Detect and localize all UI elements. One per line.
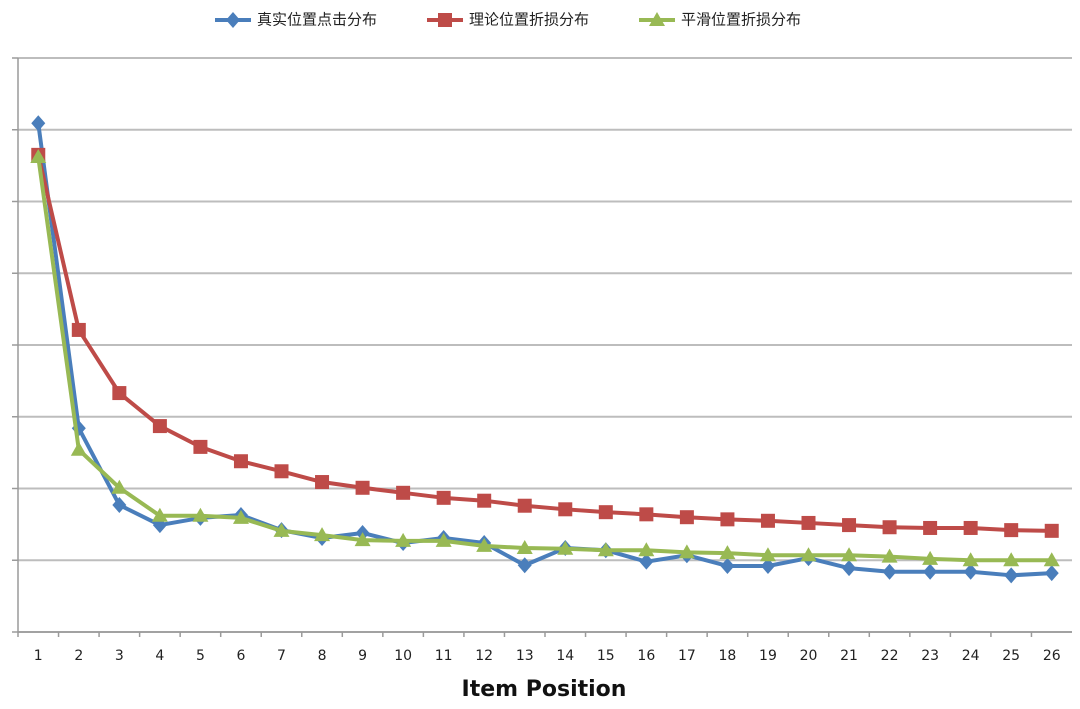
data-point (1003, 552, 1020, 567)
x-tick-label: 13 (516, 648, 534, 664)
x-axis-title: Item Position (462, 677, 627, 702)
data-point (30, 149, 47, 164)
data-point (435, 532, 452, 547)
data-point (597, 542, 614, 557)
data-point (315, 475, 330, 490)
x-tick-label: 9 (358, 648, 367, 664)
x-tick-label: 11 (435, 648, 453, 664)
data-point (1044, 565, 1059, 582)
data-point (882, 520, 897, 535)
data-point (678, 544, 695, 559)
data-point (842, 518, 857, 533)
data-point (273, 522, 290, 537)
data-point (760, 513, 775, 528)
data-point (516, 540, 533, 555)
data-point (638, 542, 655, 557)
data-point (1004, 567, 1019, 584)
x-tick-label: 23 (921, 648, 939, 664)
data-point (558, 502, 573, 517)
x-tick-label: 15 (597, 648, 615, 664)
data-point (557, 540, 574, 555)
legend-label: 理论位置折损分布 (469, 11, 589, 29)
data-point (720, 557, 735, 574)
data-point (31, 115, 46, 132)
data-point (842, 560, 857, 577)
data-point (760, 557, 775, 574)
x-tick-label: 18 (719, 648, 737, 664)
x-tick-label: 8 (318, 648, 327, 664)
data-point (517, 557, 532, 574)
data-point (517, 498, 532, 513)
x-tick-label: 5 (196, 648, 205, 664)
legend-label: 真实位置点击分布 (257, 11, 377, 29)
legend-marker (438, 13, 452, 27)
x-tick-label: 24 (962, 648, 980, 664)
x-tick-label: 19 (759, 648, 777, 664)
data-point (881, 548, 898, 563)
data-point (232, 509, 249, 524)
data-point (963, 563, 978, 580)
x-tick-label: 26 (1043, 648, 1061, 664)
data-point (801, 515, 816, 530)
data-point (354, 532, 371, 547)
data-point (922, 550, 939, 565)
data-point (882, 563, 897, 580)
data-point (923, 563, 938, 580)
x-tick-label: 2 (74, 648, 83, 664)
series-line (36, 156, 1052, 563)
data-point (598, 505, 613, 520)
data-point (436, 490, 451, 505)
data-point (112, 497, 127, 514)
data-point (193, 439, 208, 454)
x-tick-label: 14 (556, 648, 574, 664)
data-point (639, 553, 654, 570)
data-point (314, 527, 331, 542)
x-tick-label: 16 (637, 648, 655, 664)
data-point (639, 507, 654, 522)
data-point (1004, 523, 1019, 538)
data-point (963, 520, 978, 535)
legend-marker (226, 12, 240, 28)
x-tick-label: 12 (475, 648, 493, 664)
data-point (759, 547, 776, 562)
data-point (192, 507, 209, 522)
x-tick-label: 3 (115, 648, 124, 664)
data-point (679, 510, 694, 525)
x-tick-label: 4 (155, 648, 164, 664)
data-point (274, 464, 289, 479)
data-point (111, 479, 128, 494)
data-point (477, 493, 492, 508)
series-line (36, 154, 1052, 533)
x-tick-label: 7 (277, 648, 286, 664)
data-point (923, 520, 938, 535)
data-point (70, 441, 87, 456)
x-tick-label: 17 (678, 648, 696, 664)
legend-label: 平滑位置折损分布 (681, 11, 801, 29)
data-point (841, 547, 858, 562)
data-point (719, 545, 736, 560)
data-point (233, 454, 248, 469)
data-point (1044, 523, 1059, 538)
data-point (355, 480, 370, 495)
x-tick-label: 20 (800, 648, 818, 664)
data-point (800, 547, 817, 562)
data-point (151, 507, 168, 522)
x-tick-label: 22 (881, 648, 899, 664)
data-point (152, 419, 167, 434)
data-point (962, 552, 979, 567)
data-point (476, 537, 493, 552)
data-point (1043, 552, 1060, 567)
data-point (396, 485, 411, 500)
x-tick-label: 25 (1002, 648, 1020, 664)
data-point (112, 386, 127, 401)
x-tick-label: 6 (237, 648, 246, 664)
data-point (395, 532, 412, 547)
data-point (71, 322, 86, 337)
x-tick-label: 21 (840, 648, 858, 664)
legend-marker (649, 12, 665, 26)
x-tick-label: 1 (34, 648, 43, 664)
data-point (720, 512, 735, 527)
x-tick-label: 10 (394, 648, 412, 664)
